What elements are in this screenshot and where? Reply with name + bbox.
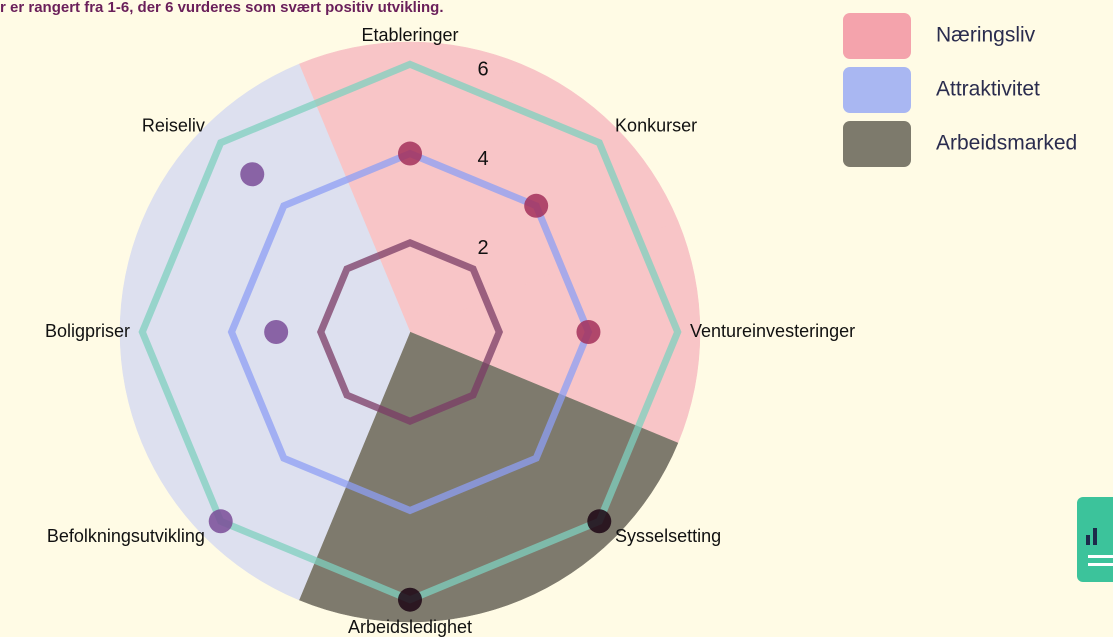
y-tick-label: 2 xyxy=(477,237,488,259)
sector xyxy=(141,63,411,333)
grid-ring xyxy=(227,149,593,515)
category-label: Etableringer xyxy=(361,25,458,45)
data-point xyxy=(398,141,422,166)
category-label: Reiseliv xyxy=(142,116,205,136)
sector xyxy=(298,41,522,333)
category-label: Konkurser xyxy=(615,116,697,136)
app-icon xyxy=(1077,497,1113,582)
data-point xyxy=(264,320,289,344)
legend-label: Næringsliv xyxy=(936,24,1036,47)
chart-subtitle: r er rangert fra 1-6, der 6 vurderes som… xyxy=(0,0,444,16)
data-point xyxy=(398,587,422,612)
category-label: Sysselsetting xyxy=(615,526,721,546)
sector xyxy=(409,220,701,444)
legend-swatch xyxy=(843,13,911,59)
sector xyxy=(409,331,679,601)
category-label: Ventureinvesteringer xyxy=(690,321,855,341)
grid-ring xyxy=(316,238,504,426)
sector xyxy=(141,331,411,601)
category-label: Befolkningsutvikling xyxy=(47,526,205,546)
data-point xyxy=(208,509,233,534)
category-label: Boligpriser xyxy=(45,321,130,341)
data-point xyxy=(576,320,601,344)
y-tick-label: 6 xyxy=(477,59,488,81)
legend-swatch xyxy=(843,121,911,167)
legend-label: Arbeidsmarked xyxy=(936,132,1077,155)
legend-label: Attraktivitet xyxy=(936,78,1040,101)
data-point xyxy=(240,162,265,187)
legend-swatch xyxy=(843,67,911,113)
data-point xyxy=(524,193,549,218)
category-label: Arbeidsledighet xyxy=(348,617,472,637)
y-tick-label: 4 xyxy=(477,148,488,170)
sector xyxy=(298,331,522,623)
data-point xyxy=(587,509,612,534)
